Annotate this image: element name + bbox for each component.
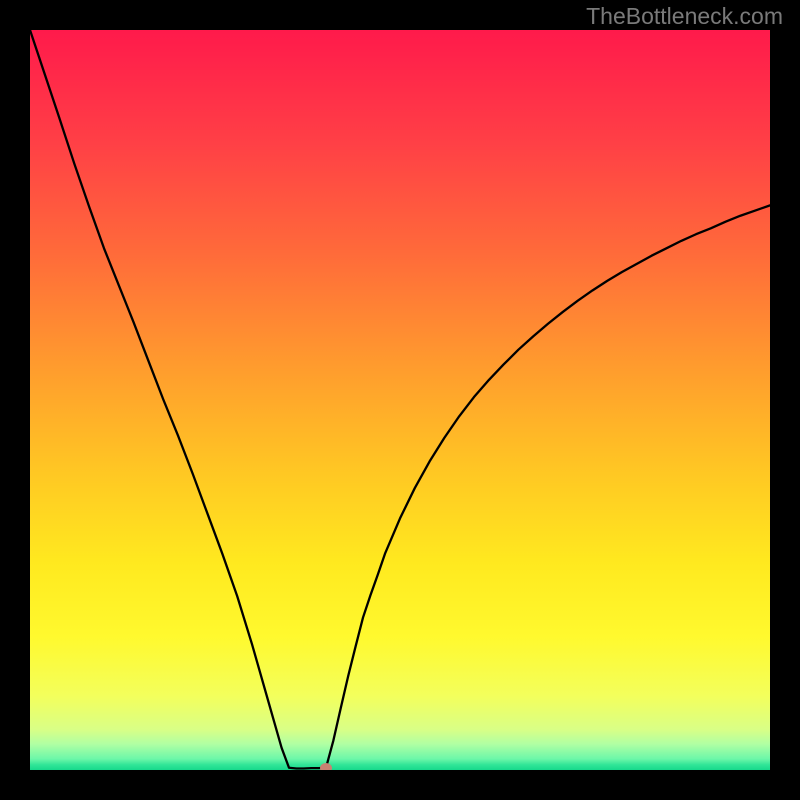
plot-area <box>30 30 770 770</box>
watermark-text: TheBottleneck.com <box>586 3 783 30</box>
chart-svg <box>30 30 770 770</box>
gradient-background <box>30 30 770 770</box>
minimum-marker <box>320 763 332 770</box>
